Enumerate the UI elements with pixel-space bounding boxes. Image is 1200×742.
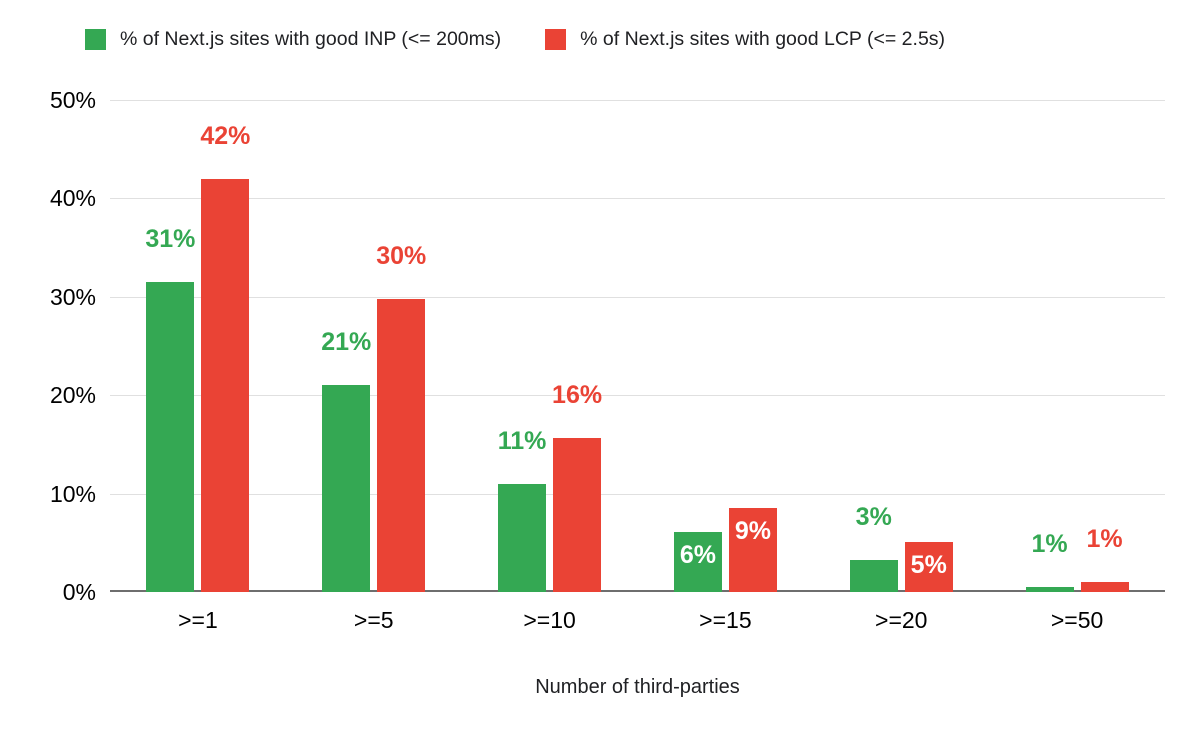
bar-inp->=15 [673, 531, 722, 592]
bar-label-lcp->=1: 42% [200, 121, 251, 150]
y-tick-label: 40% [49, 185, 96, 212]
bar-lcp->=50 [1080, 582, 1129, 592]
bar-label-lcp->=5: 30% [376, 241, 427, 270]
bar-lcp->=15 [728, 508, 777, 592]
y-axis: 0% 10% 20% 30% 40% 50% [0, 87, 96, 605]
legend-item-inp: % of Next.js sites with good INP (<= 200… [85, 28, 501, 51]
legend-swatch-lcp [545, 29, 567, 50]
x-tick-label: >=1 [178, 607, 218, 633]
x-axis-title: Number of third-parties [535, 676, 740, 698]
chart-legend: % of Next.js sites with good INP (<= 200… [85, 28, 945, 51]
bar-label-inp->=10: 11% [497, 426, 547, 455]
x-tick-label: >=50 [1050, 607, 1104, 633]
bar-label-inp->=15: 6% [679, 540, 716, 569]
bar-inp->=1 [146, 282, 195, 592]
gridline [110, 297, 1165, 298]
legend-label-inp: % of Next.js sites with good INP (<= 200… [120, 28, 502, 50]
gridline [110, 198, 1165, 199]
x-tick-label: >=15 [699, 607, 752, 633]
bar-lcp->=10 [553, 437, 602, 592]
bar-label-lcp->=15: 9% [734, 517, 771, 546]
gridline [110, 494, 1165, 495]
y-tick-label: 50% [49, 87, 96, 113]
y-tick-label: 10% [49, 480, 96, 507]
bar-inp->=10 [498, 483, 547, 592]
bar-label-inp->=1: 31% [145, 225, 196, 254]
x-axis-line [110, 590, 1165, 592]
bar-label-lcp->=10: 16% [552, 380, 603, 409]
gridline [110, 100, 1165, 101]
bar-inp->=20 [849, 559, 898, 592]
legend-label-lcp: % of Next.js sites with good LCP (<= 2.5… [580, 28, 946, 50]
x-tick-label: >=10 [523, 607, 576, 633]
bar-label-lcp->=50: 1% [1086, 525, 1123, 554]
legend-swatch-inp [85, 29, 106, 50]
x-tick-label: >=5 [353, 607, 394, 633]
bar-lcp->=1 [201, 178, 250, 592]
legend-item-lcp: % of Next.js sites with good LCP (<= 2.5… [545, 28, 945, 51]
bar-lcp->=20 [904, 541, 953, 592]
bar-lcp->=5 [377, 298, 426, 592]
x-axis: >=1 >=5 >=10 >=15 >=20 >=50 [110, 606, 1165, 640]
bar-label-inp->=5: 21% [321, 328, 372, 357]
y-tick-label: 0% [62, 579, 96, 605]
bar-inp->=5 [322, 385, 371, 592]
y-tick-label: 30% [49, 283, 96, 310]
bar-label-inp->=50: 1% [1031, 530, 1068, 559]
x-tick-label: >=20 [875, 607, 928, 633]
bar-inp->=50 [1025, 587, 1074, 592]
bar-label-inp->=20: 3% [855, 502, 892, 531]
gridline [110, 395, 1165, 396]
y-tick-label: 20% [49, 382, 96, 409]
plot-area: 31% 42% 21% 30% 11% 16% 6% 9% 3% 5% 1% 1% [110, 100, 1165, 592]
bar-label-lcp->=20: 5% [910, 550, 947, 579]
